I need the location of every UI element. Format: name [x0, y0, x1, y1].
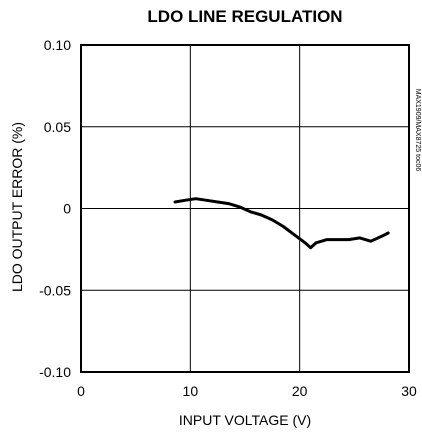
- y-tick-label-1: 0.05: [44, 119, 71, 135]
- x-tick-label-0: 0: [77, 383, 85, 399]
- x-axis-ticks: 0 10 20 30: [77, 383, 417, 399]
- series-line-0: [173, 197, 390, 250]
- plot-frame: [80, 44, 410, 373]
- chart-title: LDO LINE REGULATION: [147, 7, 342, 26]
- x-tick-label-3: 30: [401, 383, 417, 399]
- y-tick-label-3: -0.05: [39, 282, 71, 298]
- x-axis-label: INPUT VOLTAGE (V): [179, 412, 311, 428]
- y-tick-label-2: 0: [63, 201, 71, 217]
- y-axis-ticks: 0.10 0.05 0 -0.05 -0.10: [39, 37, 71, 380]
- x-tick-label-2: 20: [292, 383, 308, 399]
- series-layer: [173, 197, 390, 250]
- y-tick-label-4: -0.10: [39, 364, 71, 380]
- y-tick-label-0: 0.10: [44, 37, 71, 53]
- y-axis-label: LDO OUTPUT ERROR (%): [9, 122, 25, 292]
- x-tick-label-1: 10: [183, 383, 199, 399]
- grid-lines: [81, 45, 409, 372]
- chart-id-note: MAX1909/MAX8725 toc06: [414, 89, 421, 172]
